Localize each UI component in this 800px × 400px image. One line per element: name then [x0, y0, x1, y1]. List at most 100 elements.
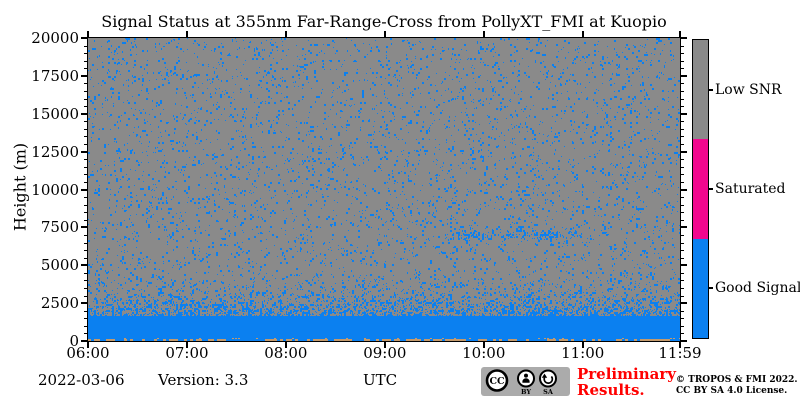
x-major-tick: [482, 342, 485, 348]
y-minor-tick-right: [681, 174, 684, 176]
y-minor-tick-right: [681, 159, 684, 161]
y-minor-tick: [84, 159, 87, 161]
footer-timezone: UTC: [363, 371, 398, 389]
y-major-tick-right: [681, 74, 687, 77]
y-minor-tick: [84, 91, 87, 93]
chart-title: Signal Status at 355nm Far-Range-Cross f…: [101, 12, 667, 31]
y-minor-tick: [84, 136, 87, 138]
cc-license-badge: CC BY SA: [481, 367, 570, 396]
y-major-tick-right: [681, 340, 687, 342]
colorbar-tick: [709, 188, 713, 190]
y-minor-tick-right: [681, 287, 684, 289]
y-major-tick: [81, 37, 87, 39]
colorbar-tick: [709, 88, 713, 91]
y-major-tick-right: [681, 302, 687, 305]
y-minor-tick-right: [681, 310, 684, 312]
y-minor-tick: [84, 325, 87, 327]
by-label: BY: [521, 388, 531, 396]
x-major-tick: [679, 342, 681, 348]
footer-date: 2022-03-06: [38, 371, 125, 389]
y-minor-tick: [84, 242, 87, 244]
y-minor-tick-right: [681, 250, 684, 252]
y-minor-tick: [84, 68, 87, 70]
sa-label: SA: [543, 388, 554, 396]
y-minor-tick: [84, 45, 87, 47]
colorbar: [692, 39, 709, 339]
y-minor-tick-right: [681, 181, 684, 183]
y-minor-tick-right: [681, 212, 684, 214]
y-minor-tick-right: [681, 83, 684, 85]
y-minor-tick: [84, 128, 87, 130]
y-minor-tick: [84, 212, 87, 214]
y-major-tick: [81, 264, 87, 267]
y-major-tick-right: [681, 112, 687, 115]
y-tick-label: 2500: [40, 294, 79, 313]
y-major-tick-right: [681, 188, 687, 191]
y-major-tick-right: [681, 226, 687, 229]
x-major-tick: [185, 342, 188, 348]
y-minor-tick-right: [681, 45, 684, 47]
y-tick-label: 0: [69, 332, 79, 350]
x-tick-label: 11:00: [561, 344, 605, 362]
y-tick-label: 7500: [40, 218, 79, 237]
colorbar-label-good-signal: Good Signal: [715, 280, 800, 297]
y-minor-tick: [84, 60, 87, 62]
y-major-tick-right: [681, 37, 687, 39]
x-major-tick: [284, 342, 287, 348]
x-major-tick: [87, 342, 89, 348]
x-major-tick-top: [581, 31, 584, 37]
y-minor-tick-right: [681, 98, 684, 100]
y-minor-tick: [84, 333, 87, 335]
y-minor-tick-right: [681, 68, 684, 70]
y-minor-tick-right: [681, 204, 684, 206]
y-tick-label: 17500: [31, 66, 79, 85]
y-minor-tick-right: [681, 333, 684, 335]
y-minor-tick: [84, 204, 87, 206]
y-minor-tick: [84, 219, 87, 221]
y-major-tick: [81, 74, 87, 77]
y-tick-label: 20000: [31, 29, 79, 47]
y-minor-tick: [84, 280, 87, 282]
copyright-line1: © TROPOS & FMI 2022.: [676, 375, 798, 385]
y-major-tick-right: [681, 264, 687, 267]
y-minor-tick-right: [681, 136, 684, 138]
y-major-tick: [81, 188, 87, 191]
x-tick-label: 10:00: [462, 344, 506, 362]
y-tick-label: 10000: [31, 180, 79, 199]
cc-icon: [485, 369, 509, 392]
x-major-tick-top: [482, 31, 485, 37]
y-minor-tick: [84, 250, 87, 252]
sa-arrow-head: [541, 373, 548, 378]
y-minor-tick-right: [681, 91, 684, 93]
heatmap-plot: [88, 38, 680, 341]
y-major-tick: [81, 302, 87, 305]
y-minor-tick: [84, 310, 87, 312]
y-minor-tick-right: [681, 234, 684, 236]
y-minor-tick-right: [681, 197, 684, 199]
y-minor-tick-right: [681, 60, 684, 62]
y-major-tick: [81, 340, 87, 342]
x-tick-label: 07:00: [165, 344, 209, 362]
x-tick-label: 11:59: [658, 344, 702, 362]
x-major-tick-top: [679, 31, 681, 37]
preliminary-results-notice: Preliminary Results.: [577, 366, 676, 398]
y-major-tick: [81, 150, 87, 153]
y-minor-tick: [84, 83, 87, 85]
y-major-tick: [81, 112, 87, 115]
y-minor-tick-right: [681, 106, 684, 108]
y-major-tick: [81, 226, 87, 229]
y-minor-tick: [84, 197, 87, 199]
x-tick-label: 06:00: [66, 344, 110, 362]
preliminary-line1: Preliminary: [577, 365, 676, 383]
y-minor-tick-right: [681, 128, 684, 130]
y-minor-tick: [84, 166, 87, 168]
y-minor-tick: [84, 318, 87, 320]
y-minor-tick-right: [681, 272, 684, 274]
y-tick-label: 5000: [40, 256, 79, 275]
plot-frame: [87, 37, 681, 342]
y-minor-tick: [84, 144, 87, 146]
colorbar-label-low-snr: Low SNR: [715, 81, 782, 98]
y-major-tick-right: [681, 150, 687, 153]
y-minor-tick: [84, 174, 87, 176]
